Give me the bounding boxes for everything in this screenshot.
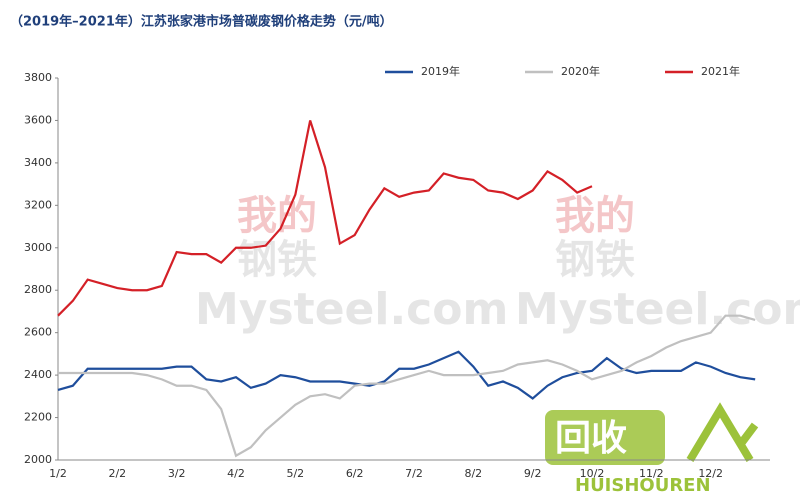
x-tick-label: 9/2 — [524, 467, 542, 480]
logo-badge — [545, 410, 665, 465]
logo-icon — [686, 402, 759, 463]
x-tick-label: 4/2 — [227, 467, 245, 480]
y-tick-label: 3600 — [24, 113, 52, 126]
legend-label: 2020年 — [561, 64, 600, 78]
x-tick-label: 7/2 — [405, 467, 423, 480]
watermark: 我的 钢铁 Mysteel.com 我的 钢铁 Mysteel.com — [195, 193, 800, 335]
y-tick-label: 2400 — [24, 368, 52, 381]
x-tick-label: 6/2 — [346, 467, 364, 480]
watermark-text: 钢铁 — [237, 237, 317, 283]
legend-label: 2019年 — [421, 64, 460, 78]
watermark-text: 我的 — [555, 193, 635, 239]
x-tick-label: 3/2 — [168, 467, 186, 480]
series-line — [57, 120, 593, 317]
watermark-text: 钢铁 — [555, 237, 635, 283]
x-tick-label: 8/2 — [464, 467, 482, 480]
y-tick-label: 2200 — [24, 411, 52, 424]
y-tick-label: 3200 — [24, 198, 52, 211]
series-line — [57, 350, 756, 400]
x-tick-label: 10/2 — [580, 467, 605, 480]
x-tick-label: 2/2 — [108, 467, 126, 480]
y-tick-label: 2000 — [24, 453, 52, 466]
series-line — [58, 314, 756, 458]
watermark-text: Mysteel.com — [195, 284, 508, 335]
y-tick-label: 3000 — [24, 241, 52, 254]
watermark-text: Mysteel.com — [515, 284, 800, 335]
y-tick-label: 2800 — [24, 283, 52, 296]
y-tick-label: 2600 — [24, 326, 52, 339]
y-tick-label: 3400 — [24, 156, 52, 169]
logo-text: 回收 — [555, 418, 627, 459]
legend-label: 2021年 — [701, 64, 740, 78]
x-tick-label: 12/2 — [698, 467, 723, 480]
x-tick-label: 11/2 — [639, 467, 664, 480]
x-tick-label: 1/2 — [49, 467, 67, 480]
logo: 回收 HUISHOUREN — [545, 402, 759, 496]
logo-text: HUISHOUREN — [575, 475, 711, 496]
y-tick-label: 3800 — [24, 71, 52, 84]
x-tick-label: 5/2 — [286, 467, 304, 480]
chart-title: （2019年–2021年）江苏张家港市场普碳废钢价格走势（元/吨） — [10, 14, 393, 30]
